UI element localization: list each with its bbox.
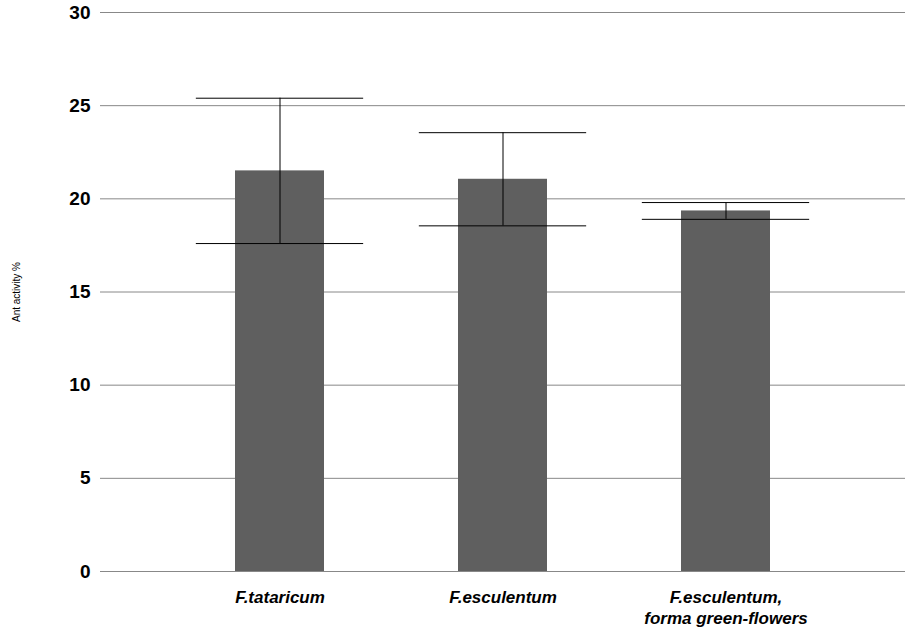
svg-text:0: 0 [80, 561, 91, 582]
svg-text:F.esculentum: F.esculentum [449, 588, 557, 607]
svg-text:F.tataricum: F.tataricum [235, 588, 325, 607]
svg-text:20: 20 [69, 188, 90, 209]
svg-text:30: 30 [69, 2, 90, 23]
svg-text:10: 10 [69, 374, 90, 395]
svg-text:5: 5 [80, 467, 91, 488]
svg-text:15: 15 [69, 281, 91, 302]
svg-text:F.esculentum,forma green-flowe: F.esculentum,forma green-flowers [644, 588, 807, 628]
svg-text:Ant activity %: Ant activity % [11, 262, 22, 322]
svg-text:25: 25 [69, 95, 91, 116]
